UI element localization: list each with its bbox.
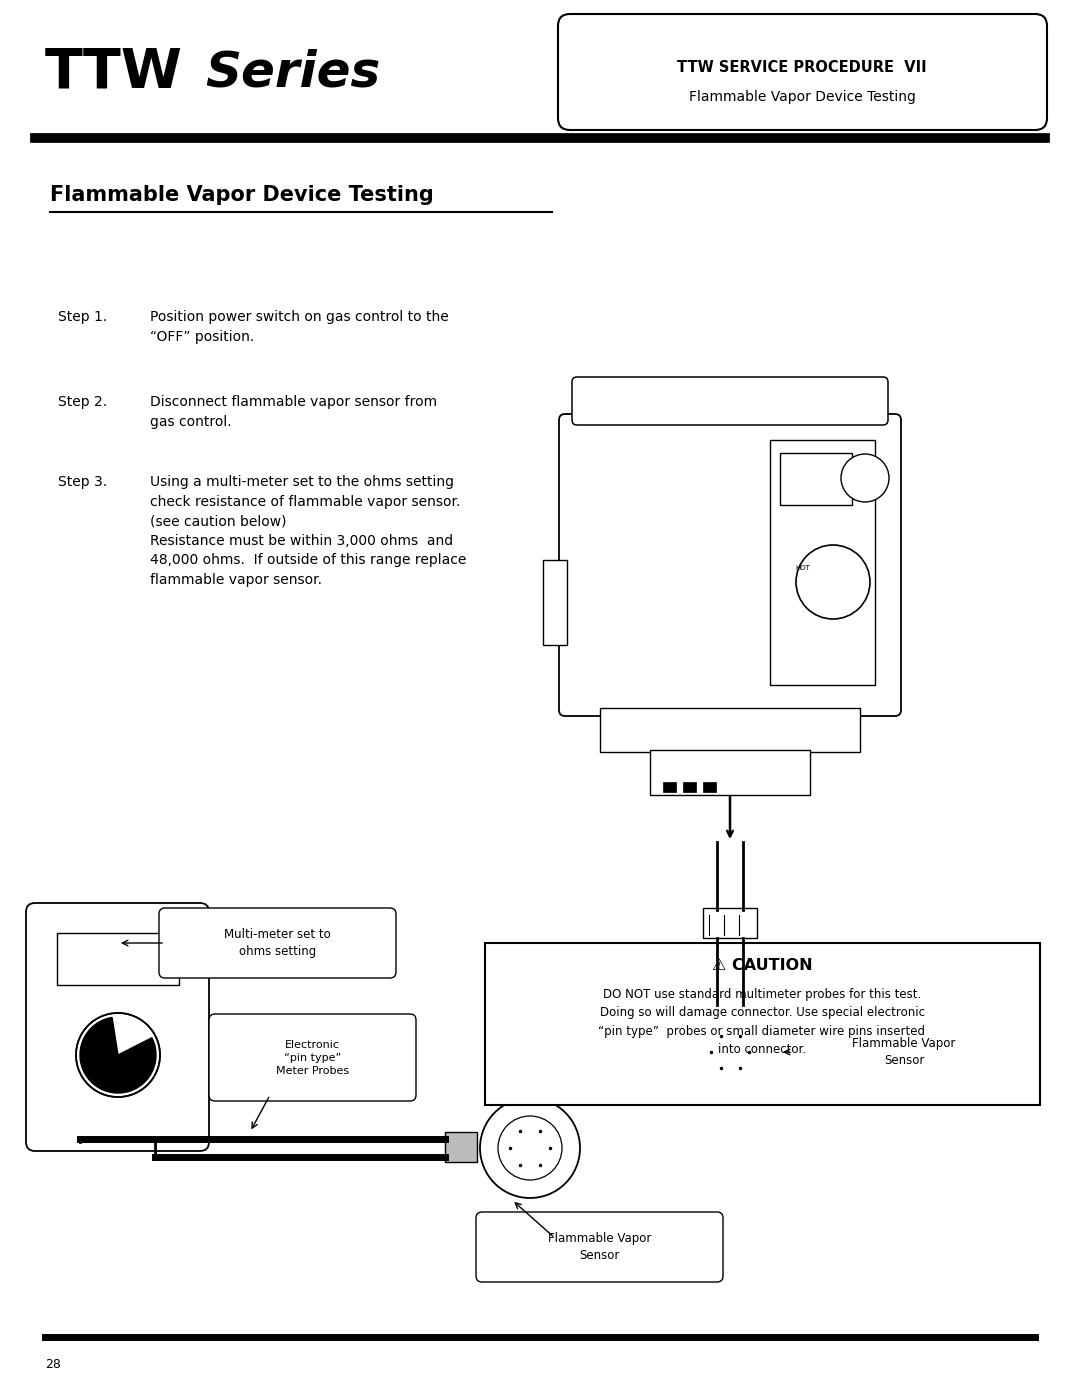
Circle shape [498,1116,562,1180]
Circle shape [700,1023,760,1083]
Text: TTW SERVICE PROCEDURE  VII: TTW SERVICE PROCEDURE VII [677,60,927,75]
Bar [703,782,716,792]
FancyBboxPatch shape [559,414,901,717]
Text: DO NOT use standard multimeter probes for this test.
Doing so will damage connec: DO NOT use standard multimeter probes fo… [598,988,926,1056]
Circle shape [796,545,870,619]
Bar [683,782,696,792]
FancyBboxPatch shape [210,1014,416,1101]
FancyBboxPatch shape [786,1014,1023,1090]
Text: Step 3.: Step 3. [58,475,107,489]
Bar [445,1132,477,1162]
Circle shape [681,1004,778,1099]
Text: ⚠ CAUTION: ⚠ CAUTION [712,957,812,972]
FancyBboxPatch shape [26,902,210,1151]
Text: Flammable Vapor
Sensor: Flammable Vapor Sensor [548,1232,651,1261]
Bar [703,908,757,937]
Text: Step 2.: Step 2. [58,395,107,409]
Bar [770,440,875,685]
FancyBboxPatch shape [476,1213,723,1282]
Bar [663,782,676,792]
FancyBboxPatch shape [159,908,396,978]
Text: Flammable Vapor Device Testing: Flammable Vapor Device Testing [689,89,916,103]
Bar [57,933,179,985]
Circle shape [480,1098,580,1199]
Text: Electronic
“pin type”
Meter Probes: Electronic “pin type” Meter Probes [275,1039,349,1076]
Text: Disconnect flammable vapor sensor from
gas control.: Disconnect flammable vapor sensor from g… [150,395,437,429]
FancyBboxPatch shape [572,377,888,425]
Text: Flammable Vapor
Sensor: Flammable Vapor Sensor [852,1037,956,1067]
Text: Position power switch on gas control to the
“OFF” position.: Position power switch on gas control to … [150,310,449,344]
Circle shape [76,1013,160,1097]
Text: Step 1.: Step 1. [58,310,107,324]
Text: Flammable Vapor Device Testing: Flammable Vapor Device Testing [50,184,434,205]
Bar [485,943,1040,1105]
Text: Using a multi-meter set to the ohms setting
check resistance of flammable vapor : Using a multi-meter set to the ohms sett… [150,475,467,587]
Circle shape [841,454,889,502]
Text: TTW: TTW [45,45,183,99]
Polygon shape [80,1017,156,1092]
Text: 28: 28 [45,1358,60,1372]
Text: Multi-meter set to
ohms setting: Multi-meter set to ohms setting [225,928,330,958]
Bar [543,560,567,645]
Text: HOT: HOT [795,564,810,571]
Text: Series: Series [205,47,380,96]
FancyBboxPatch shape [558,14,1047,130]
Bar [780,453,852,504]
Bar [650,750,810,795]
Bar [600,708,860,752]
